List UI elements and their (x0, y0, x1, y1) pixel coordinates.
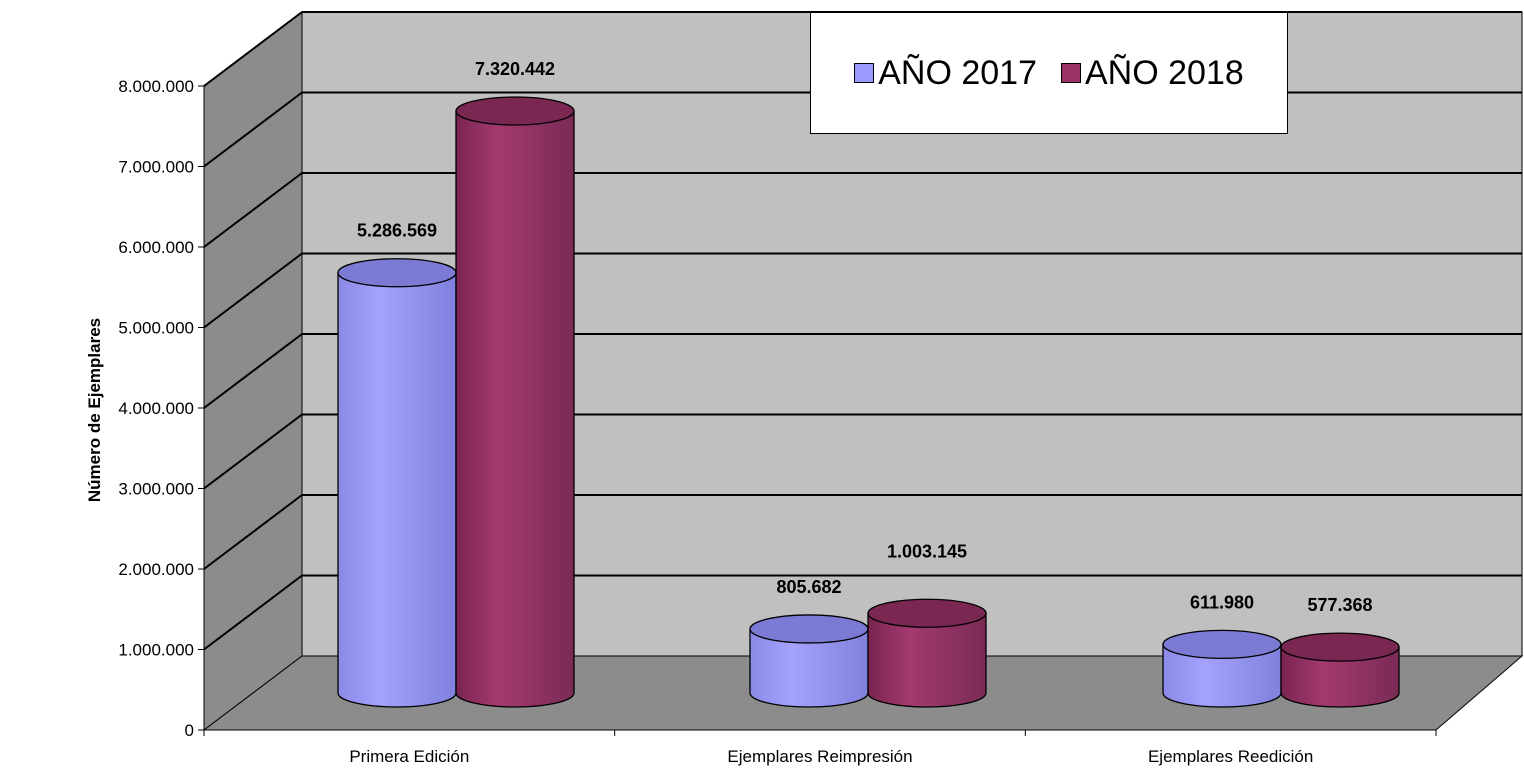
bar-top-2018 (867, 598, 987, 628)
gridline-side (203, 11, 303, 87)
legend-label-2018: AÑO 2018 (1085, 53, 1244, 92)
bars (337, 96, 1400, 708)
legend-item-2017: AÑO 2017 (854, 54, 1037, 93)
y-axis-label: Número de Ejemplares (85, 318, 104, 502)
gridline-side (203, 172, 303, 248)
bar-top-2017 (1162, 629, 1282, 659)
bar-top-2018 (1280, 632, 1400, 662)
legend-item-2018: AÑO 2018 (1061, 54, 1244, 93)
bar-2018 (1280, 646, 1400, 708)
gridline-side (203, 252, 303, 329)
data-label: 7.320.442 (475, 59, 555, 79)
y-tick-label: 2.000.000 (118, 560, 194, 579)
bar-top-2018 (455, 96, 575, 126)
gridline-side (203, 413, 303, 490)
bar-2017 (1162, 643, 1282, 708)
y-tick-label: 8.000.000 (118, 77, 194, 96)
legend-label-2017: AÑO 2017 (878, 53, 1037, 92)
bar-2017 (749, 628, 869, 708)
axes: 0 1.000.000 2.000.000 3.000.000 4.000.000 5.0… (118, 77, 1437, 766)
data-label: 5.286.569 (357, 221, 437, 241)
bar-2017 (337, 272, 457, 708)
gridline-side (203, 333, 303, 409)
x-tick-label: Primera Edición (349, 747, 469, 766)
y-tick-label: 6.000.000 (118, 238, 194, 257)
legend-swatch-2018 (1061, 63, 1081, 83)
y-tick-label: 3.000.000 (118, 480, 194, 499)
gridline-side (203, 494, 303, 570)
y-tick-label: 5.000.000 (118, 319, 194, 338)
bar-2018 (455, 110, 575, 708)
gridline-side (203, 91, 303, 168)
data-label: 577.368 (1307, 595, 1372, 615)
y-tick-label: 1.000.000 (118, 641, 194, 660)
y-tick-label: 4.000.000 (118, 399, 194, 418)
legend: AÑO 2017 AÑO 2018 (810, 12, 1288, 134)
x-tick-label: Ejemplares Reedición (1148, 747, 1313, 766)
legend-swatch-2017 (854, 63, 875, 83)
bar-top-2017 (337, 258, 457, 288)
y-tick-label: 0 (185, 721, 194, 740)
x-tick-label: Ejemplares Reimpresión (727, 747, 912, 766)
y-tick-label: 7.000.000 (118, 158, 194, 177)
data-label: 1.003.145 (887, 541, 967, 561)
bar-top-2017 (749, 614, 869, 644)
data-labels: 5.286.569 7.320.442 805.682 1.003.145 611.98… (357, 59, 1373, 615)
bar-2018 (867, 612, 987, 708)
gridline-side (203, 574, 303, 651)
data-label: 611.980 (1190, 592, 1254, 612)
data-label: 805.682 (776, 577, 841, 597)
